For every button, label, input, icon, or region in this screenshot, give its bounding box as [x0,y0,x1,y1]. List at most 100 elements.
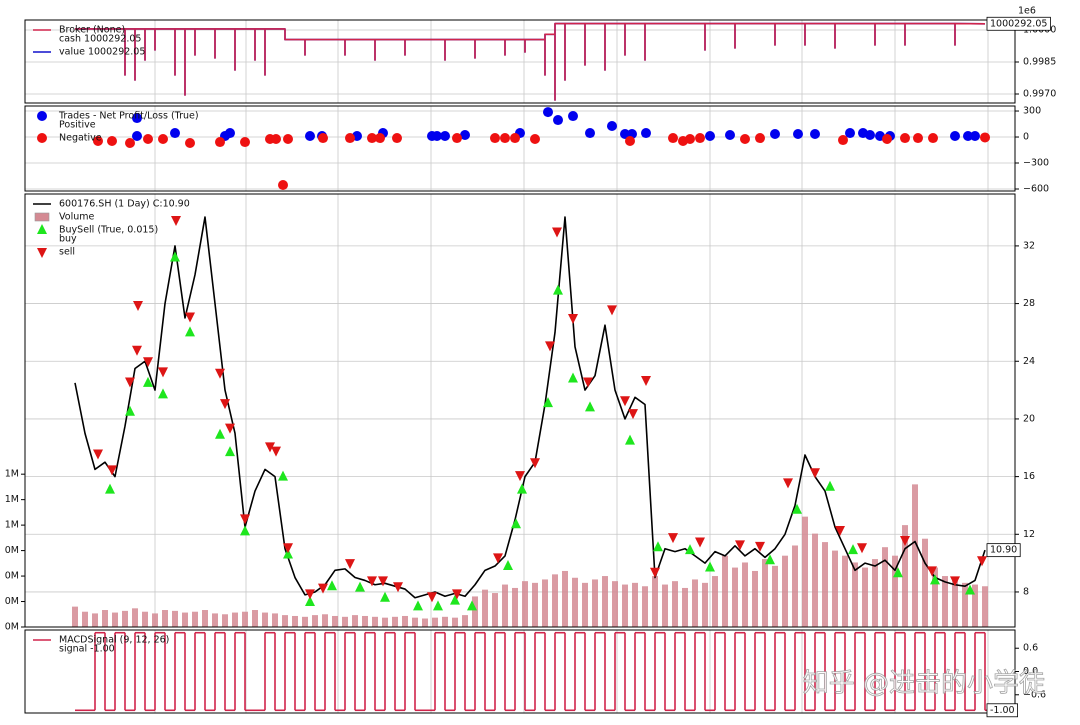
panel: 0.6 0.0 −0.6 MACDSignal (9, 12, 26)signal -… [24,629,1046,718]
legend-title: BuySell (True, 0.015) [59,225,158,236]
volume-bar [902,525,908,627]
trade-dot [963,130,973,141]
volume-bar [852,562,858,627]
panel: 8 12 16 20 24 28 32 0M 0M 0M 0M 1M 1M 1M 600176.SH (1 … [5,193,1035,633]
volume-bar [532,582,538,627]
end-value-box [986,703,1018,718]
trade-dot [490,133,500,144]
volume-bar [272,613,278,627]
volume-bar [402,615,408,627]
sell-marker [220,399,230,410]
sell-marker [452,589,462,600]
sell-marker [378,576,388,587]
volume-bar [442,616,448,627]
volume-bar [782,555,788,627]
volume-bar [542,579,548,627]
volume-bar [712,576,718,627]
buy-marker [792,503,802,514]
trade-dot [900,133,910,144]
volume-bar [492,593,498,627]
trade-dot [132,113,142,124]
volume-bar [552,574,558,627]
volume-bar [462,615,468,627]
sell-marker [93,449,103,460]
legend-label: 600176.SH (1 Day) C:10.90 [59,199,190,210]
volume-bar [172,610,178,627]
trade-dot [695,133,705,144]
trade-dot [793,128,803,139]
buy-marker [143,376,153,387]
volume-bar [92,613,98,627]
legend-marker [37,248,47,258]
sell-marker [641,376,651,387]
buy-marker [467,600,477,611]
volume-bar [812,533,818,627]
y-tick-label: 8 [1023,586,1029,597]
buy-marker [585,401,595,412]
volume-bar [882,547,888,627]
buy-marker [158,388,168,399]
legend-marker [34,212,50,222]
sell-marker [225,423,235,434]
buy-marker [450,594,460,605]
buy-marker [355,581,365,592]
volume-bar [862,567,868,627]
buy-marker [170,251,180,262]
y-tick-label: 0.6 [1023,643,1038,654]
trade-dot [460,130,470,141]
sell-marker [265,442,275,453]
trade-dot [367,133,377,144]
volume-bar [432,617,438,627]
y-tick-label: 16 [1023,471,1035,482]
volume-bar [352,615,358,627]
volume-bar [312,615,318,627]
volume-bar [512,587,518,627]
volume-bar [722,555,728,627]
buy-marker [893,567,903,578]
buy-marker [305,596,315,607]
trade-dot [625,136,635,147]
sell-marker [695,537,705,548]
trade-dot [93,136,103,147]
trade-dot [107,136,117,147]
volume-bar [222,614,228,627]
volume-bar [192,611,198,627]
trade-dot [225,128,235,139]
volume-bar [682,587,688,627]
panel-frame [24,193,1016,628]
buy-marker [433,600,443,611]
trade-dot [980,132,990,143]
volume-bar [502,584,508,627]
volume-bar [282,615,288,627]
volume-bar [612,581,618,627]
volume-bar [342,616,348,627]
end-value-label: 1000292.05 [990,18,1047,29]
volume-bar [592,579,598,627]
volume-bar [372,616,378,627]
volume-bar [322,614,328,627]
axis-offset-label: 1e6 [1018,6,1036,17]
y-tick-label: −300 [1023,158,1049,169]
trade-dot [185,137,195,148]
volume-bar [802,516,808,627]
trade-dot [845,128,855,139]
end-value-label: 10.90 [990,545,1017,556]
buy-marker [705,561,715,572]
buy-marker [625,434,635,445]
volume-bar [982,586,988,627]
volume-bar [742,562,748,627]
trade-dot [440,130,450,141]
volume-bar [382,617,388,627]
sell-marker [318,583,328,594]
sell-marker [857,543,867,554]
sell-marker [607,305,617,316]
sell-marker [530,458,540,469]
trade-dot [685,134,695,145]
trade-dot [158,134,168,145]
sell-marker [393,582,403,593]
volume-bar [262,612,268,627]
sell-marker [735,540,745,551]
volume-bar [822,542,828,627]
trade-dot [510,133,520,144]
sell-marker [900,536,910,547]
